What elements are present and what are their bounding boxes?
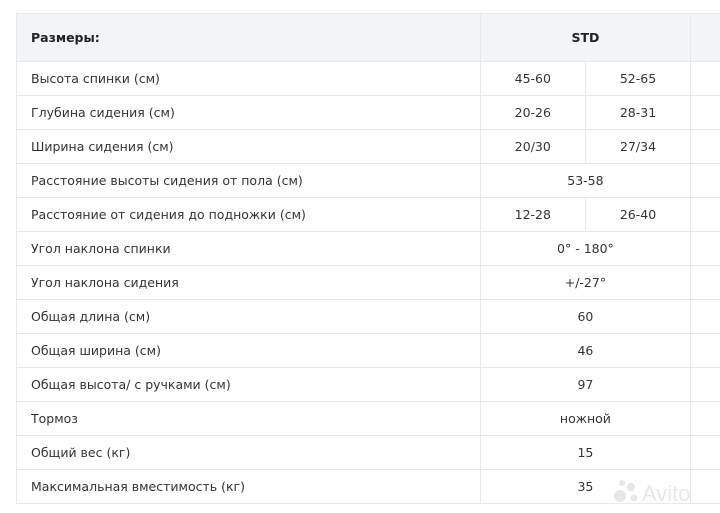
row-label: Общий вес (кг)	[16, 435, 481, 470]
avito-watermark-logo: Avito	[614, 480, 691, 506]
row-value: ножной	[479, 401, 692, 436]
row-value: 20-26	[479, 95, 586, 130]
row-label: Высота спинки (см)	[16, 61, 481, 96]
row-value: 53-58	[479, 163, 692, 198]
row-value: 97	[479, 367, 692, 402]
row-label: Расстояние высоты сидения от пола (см)	[16, 163, 481, 198]
row-value: 28-31	[584, 95, 692, 130]
row-label: Угол наклона спинки	[16, 231, 481, 266]
row-label: Угол наклона сидения	[16, 265, 481, 300]
row-extra-cell	[690, 469, 720, 504]
table-row: Угол наклона сидения +/-27°	[16, 265, 720, 300]
row-extra-cell	[690, 401, 720, 436]
row-label: Общая ширина (см)	[16, 333, 481, 368]
row-label: Тормоз	[16, 401, 481, 436]
row-label: Ширина сидения (см)	[16, 129, 481, 164]
table-row: Глубина сидения (см) 20-26 28-31	[16, 95, 720, 130]
row-value: 26-40	[584, 197, 692, 232]
row-value: 52-65	[584, 61, 692, 96]
header-label: Размеры:	[16, 13, 481, 62]
row-extra-cell	[690, 265, 720, 300]
row-value: 45-60	[479, 61, 586, 96]
table-row: Общая высота/ с ручками (см) 97	[16, 367, 720, 402]
table-row: Расстояние от сидения до подножки (см) 12…	[16, 197, 720, 232]
table-row: Максимальная вместимость (кг) 35	[16, 469, 720, 504]
row-extra-cell	[690, 333, 720, 368]
row-label: Глубина сидения (см)	[16, 95, 481, 130]
header-std: STD	[479, 13, 692, 62]
specs-table: Размеры: STD Высота спинки (см) 45-60 52-6…	[16, 13, 720, 504]
row-extra-cell	[690, 95, 720, 130]
table-row: Общая ширина (см) 46	[16, 333, 720, 368]
row-value: 35	[479, 469, 692, 504]
table-row: Тормоз ножной	[16, 401, 720, 436]
row-extra-cell	[690, 197, 720, 232]
row-extra-cell	[690, 61, 720, 96]
row-value: 60	[479, 299, 692, 334]
svg-text:Avito: Avito	[642, 481, 691, 506]
row-label: Общая длина (см)	[16, 299, 481, 334]
row-value: 0° - 180°	[479, 231, 692, 266]
row-extra-cell	[690, 231, 720, 266]
table-row: Высота спинки (см) 45-60 52-65	[16, 61, 720, 96]
row-extra-cell	[690, 129, 720, 164]
row-label: Общая высота/ с ручками (см)	[16, 367, 481, 402]
table-header-row: Размеры: STD	[16, 13, 720, 62]
table-row: Угол наклона спинки 0° - 180°	[16, 231, 720, 266]
row-value: 15	[479, 435, 692, 470]
table-row: Ширина сидения (см) 20/30 27/34	[16, 129, 720, 164]
row-label: Максимальная вместимость (кг)	[16, 469, 481, 504]
table-row: Общий вес (кг) 15	[16, 435, 720, 470]
row-value: 46	[479, 333, 692, 368]
row-value: 27/34	[584, 129, 692, 164]
row-label: Расстояние от сидения до подножки (см)	[16, 197, 481, 232]
row-extra-cell	[690, 435, 720, 470]
table-row: Общая длина (см) 60	[16, 299, 720, 334]
row-extra-cell	[690, 367, 720, 402]
row-value: +/-27°	[479, 265, 692, 300]
row-value: 12-28	[479, 197, 586, 232]
row-extra-cell	[690, 299, 720, 334]
row-value: 20/30	[479, 129, 586, 164]
header-extra	[690, 13, 720, 62]
table-row: Расстояние высоты сидения от пола (см) 53…	[16, 163, 720, 198]
row-extra-cell	[690, 163, 720, 198]
